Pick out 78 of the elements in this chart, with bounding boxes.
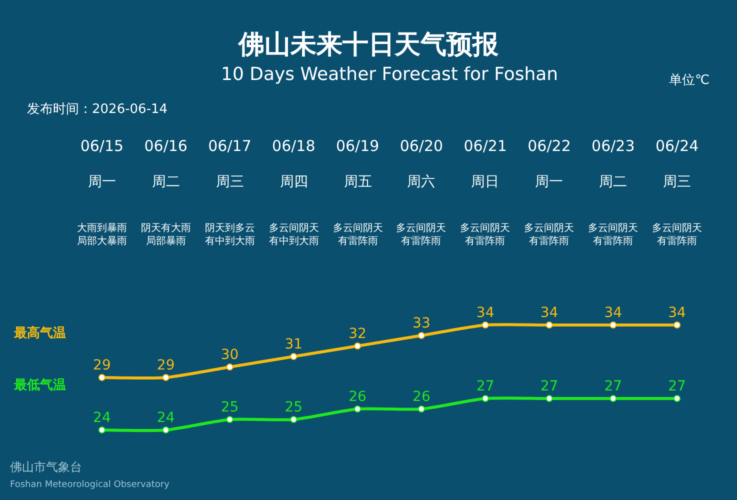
point bbox=[482, 322, 489, 328]
text: 单位℃ bbox=[669, 73, 710, 88]
data-label: 33 bbox=[412, 315, 430, 332]
text: 发布时间：2026-06-14 bbox=[27, 102, 168, 117]
data-label: 29 bbox=[156, 357, 175, 374]
data-label: 27 bbox=[604, 378, 622, 394]
point bbox=[610, 322, 617, 328]
x-tick-label: 06/20 bbox=[400, 137, 444, 155]
text: 多云间阴天有雷阵雨 bbox=[333, 222, 383, 247]
data-label: 29 bbox=[93, 357, 111, 374]
text: Foshan Meteorological Observatory bbox=[10, 480, 170, 490]
x-tick-label: 06/17 bbox=[208, 137, 252, 155]
point bbox=[162, 426, 170, 434]
text: 大雨到暴雨局部大暴雨 bbox=[77, 222, 127, 247]
text: 周三 bbox=[663, 174, 691, 190]
x-tick-label: 06/18 bbox=[272, 137, 316, 155]
point bbox=[290, 416, 298, 423]
point bbox=[610, 395, 617, 402]
text: 多云间阴天有雷阵雨 bbox=[652, 222, 702, 247]
text: 周二 bbox=[599, 174, 627, 190]
data-label: 34 bbox=[668, 304, 686, 321]
text: 多云间阴天有中到大雨 bbox=[269, 222, 319, 247]
x-tick-label: 06/15 bbox=[80, 137, 124, 155]
data-label: 34 bbox=[476, 304, 494, 321]
chart-subtitle: 10 Days Weather Forecast for Foshan bbox=[221, 64, 558, 85]
point bbox=[162, 374, 170, 381]
point bbox=[546, 322, 553, 328]
text: 周日 bbox=[471, 174, 499, 190]
x-tick-label: 06/24 bbox=[655, 137, 699, 155]
data-label: 31 bbox=[284, 336, 303, 352]
point bbox=[674, 322, 681, 328]
text: 多云间阴天有雷阵雨 bbox=[524, 222, 574, 247]
text: 周五 bbox=[344, 174, 372, 190]
text: 周三 bbox=[216, 174, 244, 190]
point bbox=[354, 406, 362, 412]
text: 多云间阴天有雷阵雨 bbox=[460, 222, 510, 247]
text: 周四 bbox=[280, 174, 308, 190]
x-tick-label: 06/23 bbox=[592, 137, 635, 155]
text: 多云间阴天有雷阵雨 bbox=[396, 222, 446, 247]
x-tick-label: 06/21 bbox=[464, 137, 507, 155]
data-label: 34 bbox=[540, 304, 558, 321]
point bbox=[98, 374, 106, 381]
data-label: 32 bbox=[348, 326, 366, 342]
text: 阴天到多云有中到大雨 bbox=[205, 222, 255, 247]
data-label: 30 bbox=[220, 346, 239, 363]
chart-title: 佛山未来十日天气预报 bbox=[238, 30, 500, 60]
point bbox=[290, 353, 298, 360]
data-label: 24 bbox=[156, 410, 175, 426]
text: 多云间阴天有雷阵雨 bbox=[588, 222, 638, 247]
x-tick-label: 06/19 bbox=[336, 137, 380, 155]
data-label: 27 bbox=[540, 378, 558, 394]
point bbox=[482, 395, 489, 402]
data-label: 25 bbox=[220, 399, 239, 416]
point bbox=[674, 395, 681, 402]
point bbox=[226, 416, 234, 423]
data-label: 26 bbox=[348, 388, 367, 405]
text: 阴天有大雨局部暴雨 bbox=[141, 222, 191, 247]
data-label: 26 bbox=[412, 388, 430, 405]
point bbox=[546, 395, 553, 402]
point bbox=[418, 406, 425, 412]
point bbox=[418, 332, 425, 339]
data-label: 27 bbox=[668, 378, 686, 394]
text: 周一 bbox=[88, 174, 116, 190]
data-label: 27 bbox=[476, 378, 494, 394]
text: 佛山市气象台 bbox=[10, 460, 82, 474]
text: 周六 bbox=[407, 174, 435, 190]
data-label: 24 bbox=[93, 410, 111, 426]
text: 周一 bbox=[535, 174, 563, 190]
data-label: 25 bbox=[284, 399, 303, 416]
text: 最低气温 bbox=[13, 378, 66, 393]
text: 周二 bbox=[152, 174, 180, 190]
x-tick-label: 06/16 bbox=[144, 137, 188, 155]
data-label: 34 bbox=[604, 304, 622, 321]
point bbox=[226, 364, 234, 370]
x-tick-label: 06/22 bbox=[528, 137, 571, 155]
point bbox=[98, 426, 106, 434]
text: 最高气温 bbox=[13, 325, 66, 341]
point bbox=[354, 342, 362, 350]
